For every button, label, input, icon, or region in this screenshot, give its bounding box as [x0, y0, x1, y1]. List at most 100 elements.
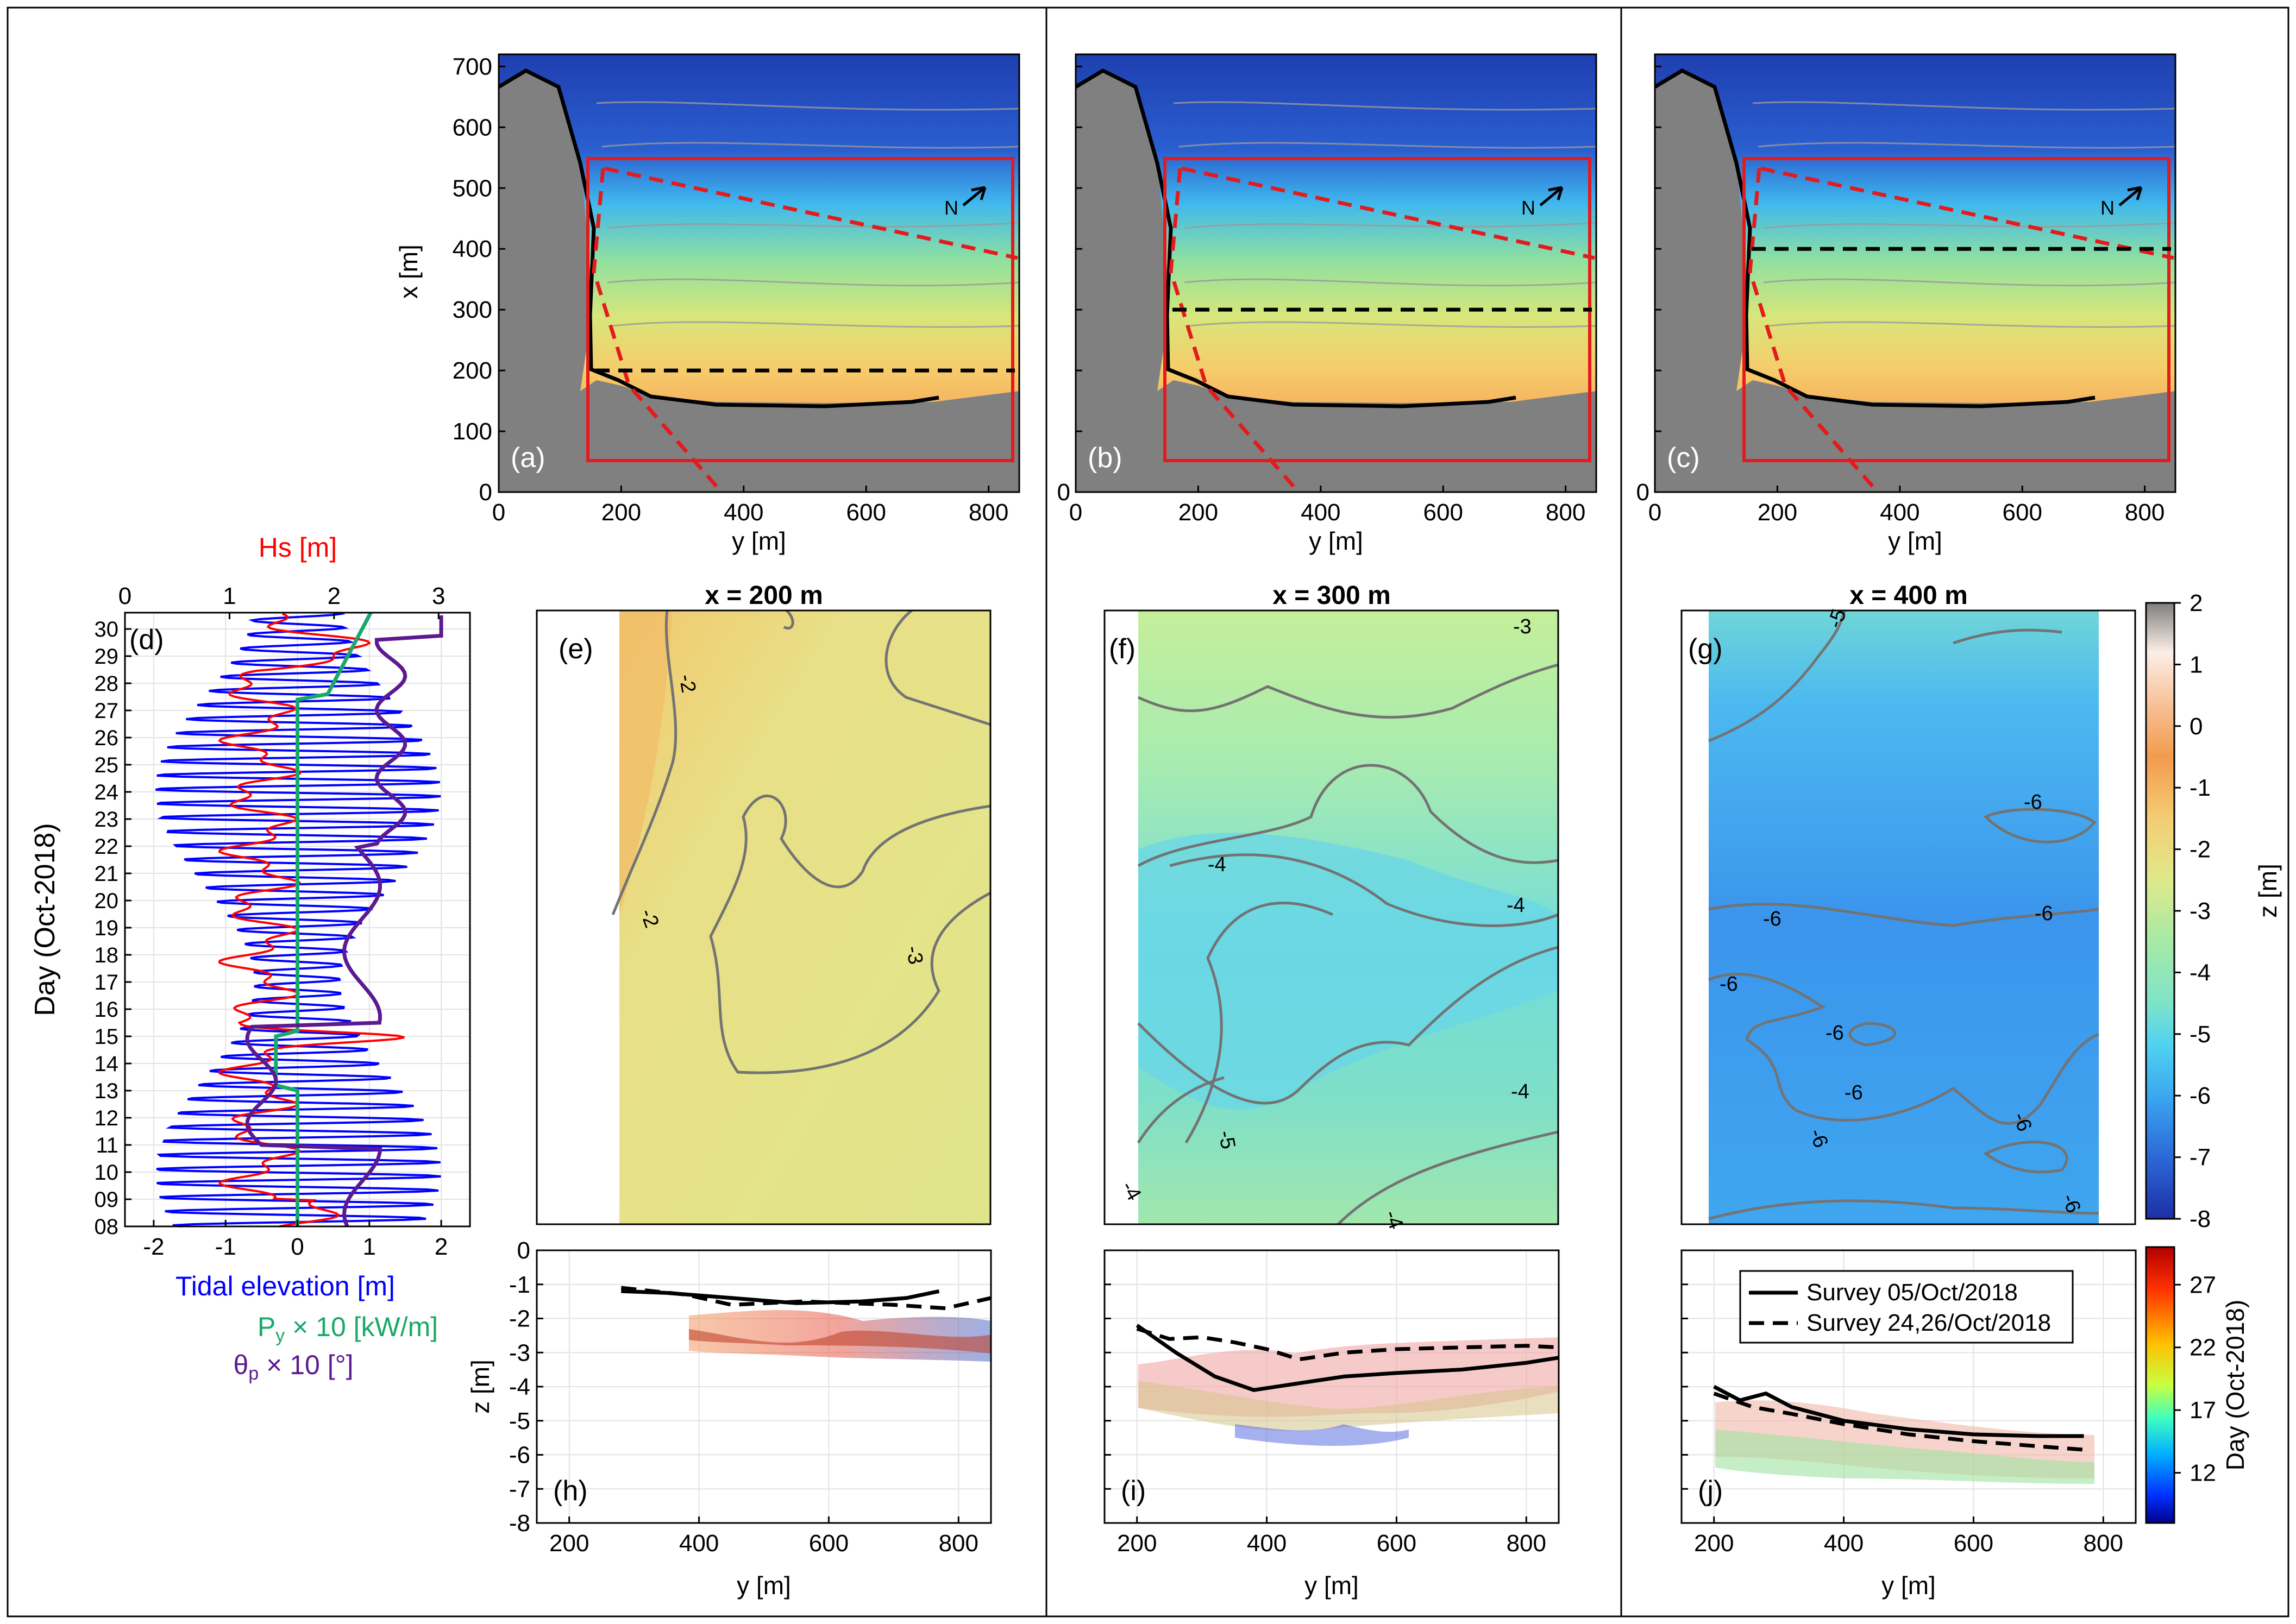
colorbar-z-tick-label: 0 [2190, 713, 2203, 740]
hovmoller-panel-g: -5 -6 -6 -6 -6 -6 -6 -6 -6 -6 x = 400 m … [1680, 581, 2136, 1225]
map-x-tick-label: 200 [601, 499, 641, 526]
panel-label-f: (f) [1109, 633, 1136, 665]
day-tick-label: 16 [95, 998, 119, 1022]
profile-band [689, 1329, 991, 1354]
day-tick-label: 26 [95, 726, 119, 750]
tide-axis-title: Tidal elevation [m] [175, 1271, 395, 1301]
outer-frame [7, 7, 2289, 1617]
map-axes [1075, 53, 1597, 493]
map-x-tick-label: 400 [1880, 499, 1919, 526]
hs-tick-label: 3 [432, 583, 445, 609]
map-y-axis-label-c: y [m] [1888, 527, 1942, 555]
contour-label: -6 [1720, 973, 1738, 996]
hov-axes [1103, 609, 1559, 1225]
theta-axis-title: θp × 10 [°] [233, 1350, 353, 1384]
rotated-frame [592, 166, 1018, 494]
profile-y-axis-label-j: y [m] [1881, 1571, 1936, 1600]
map-y-tick-label: 200 [453, 357, 492, 384]
day-tick-label: 24 [95, 780, 119, 804]
survey2-line [1136, 1326, 1559, 1362]
contour-label: -3 [901, 944, 927, 966]
north-label: N [944, 197, 958, 219]
hs-axis-title: Hs [m] [259, 532, 337, 563]
day-tick-label: 30 [95, 618, 119, 641]
contour-label: -6 [1825, 1022, 1844, 1044]
profile-panel-j: (j) Survey 05/Oct/2018 Survey 24,26/Oct/… [1680, 1249, 2137, 1524]
survey2-line [1713, 1392, 2084, 1452]
colorbar-z-tick-label: -3 [2190, 898, 2211, 924]
map-y-axis-label-b: y [m] [1309, 527, 1363, 555]
shoreline [1654, 68, 2096, 408]
profile-y-tick-label: -3 [509, 1339, 530, 1366]
map-contours [596, 101, 1020, 328]
day-tick-label: 29 [95, 645, 119, 669]
contour-label: -4 [1511, 1080, 1529, 1103]
profile-y-tick-label: -8 [509, 1510, 530, 1537]
profile-panel-i: (i) [1103, 1249, 1560, 1524]
colorbar-z-tick-label: -1 [2190, 775, 2211, 801]
day-tick-label: 10 [95, 1161, 119, 1185]
colorbar-day: 27 22 17 12 Day (Oct-2018) [2145, 1246, 2249, 1524]
colorbar-day-fill [2146, 1247, 2174, 1523]
day-axis-title: Day (Oct-2018) [29, 823, 61, 1016]
day-tick-label: 15 [95, 1025, 119, 1049]
day-tick-label: 21 [95, 862, 119, 886]
map-land [1076, 71, 1596, 492]
colorbar-z-tick-label: 1 [2190, 651, 2203, 678]
colorbar-day-tick-label: 22 [2190, 1335, 2216, 1361]
hs-series [218, 613, 405, 1228]
map-x-tick-label: 0 [1069, 499, 1082, 526]
map-x-tick-label: 800 [1546, 499, 1585, 526]
profile-x-tick-label: 400 [679, 1530, 719, 1557]
profile-band [1138, 1381, 1559, 1431]
map-x-axis-label: x [m] [394, 244, 423, 299]
profile-x-tick-label: 800 [1507, 1530, 1546, 1557]
day-tick-label: 08 [95, 1215, 119, 1239]
map-x-tick-label: 600 [846, 499, 886, 526]
hov-title: x = 200 m [705, 581, 823, 610]
profile-y-tick-label: -4 [509, 1374, 530, 1400]
map-y-tick-label: 0 [479, 479, 492, 506]
map-x-tick-label: 200 [1758, 499, 1797, 526]
map-y-tick-label: 100 [453, 418, 492, 445]
map-ticks: 0 200 400 600 800 0 100 200 300 400 500 600 700 0 200 4… [453, 53, 2165, 526]
hovmoller-panel-e: -2 -2 -3 x = 200 m (e) [536, 581, 992, 1225]
panel-label-h: (h) [553, 1475, 588, 1507]
profile-x-tick-label: 200 [549, 1530, 589, 1557]
map-land [1655, 71, 2175, 492]
day-tick-label: 12 [95, 1106, 119, 1130]
day-tick-label: 18 [95, 943, 119, 967]
panel-label-j: (j) [1698, 1475, 1723, 1507]
contour-label: -4 [1507, 894, 1525, 917]
profile-x-tick-label: 400 [1824, 1530, 1864, 1557]
map-y-tick-label: 300 [453, 297, 492, 323]
hov-contours [1137, 663, 1559, 1225]
hov-contours [1708, 610, 2099, 1220]
legend-box [1739, 1270, 2074, 1344]
colorbar-z-tick-label: -4 [2190, 959, 2211, 986]
profile-y-tick-label: -1 [509, 1271, 530, 1298]
day-ticks: 08 09 10 11 12 13 14 15 16 17 18 19 20 21 22 23 24 25 26 27… [95, 618, 131, 1239]
map-y-tick-label: 400 [453, 236, 492, 262]
profile-y-tick-label: 0 [517, 1237, 530, 1264]
profile-y-tick-label: -5 [509, 1408, 530, 1434]
shoreline [498, 68, 939, 408]
map-axes [498, 53, 1020, 493]
hov-field [619, 610, 990, 1224]
py-series [274, 612, 373, 1226]
profile-panel-h: (h) [536, 1249, 992, 1524]
map-x-tick-label: 200 [1178, 499, 1218, 526]
map-x-tick-label: 600 [2003, 499, 2042, 526]
profile-x-tick-label: 600 [1954, 1530, 1993, 1557]
tide-tick-label: -1 [215, 1233, 236, 1260]
tide-tick-label: -2 [143, 1233, 164, 1260]
colorbar-day-label: Day (Oct-2018) [2221, 1300, 2249, 1470]
map-y-tick-label: 0 [1636, 479, 1649, 506]
tide-tick-label: 1 [363, 1233, 376, 1260]
day-tick-label: 28 [95, 672, 119, 696]
day-tick-label: 17 [95, 971, 119, 994]
profile-y-tick-label: -7 [509, 1476, 530, 1502]
panel-label: (a) [511, 442, 545, 474]
map-x-tick-label: 800 [969, 499, 1008, 526]
